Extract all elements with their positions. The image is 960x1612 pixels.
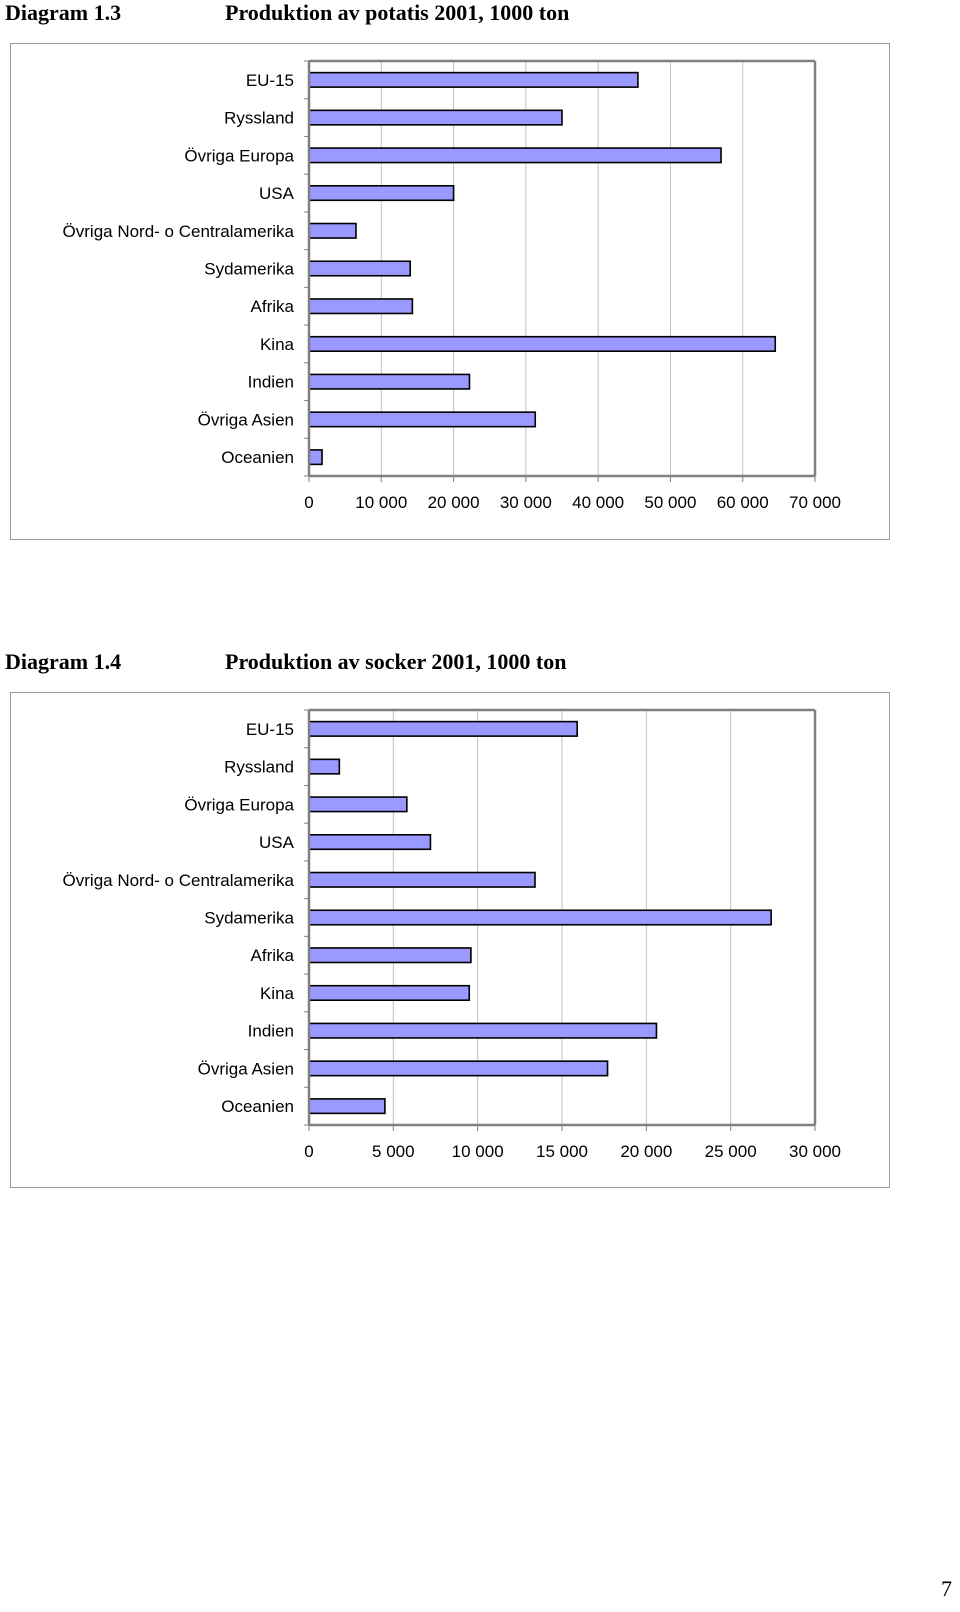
- category-label: Kina: [260, 335, 295, 354]
- bar: [308, 984, 471, 1002]
- category-label: Afrika: [251, 297, 295, 316]
- category-label: USA: [259, 184, 295, 203]
- x-tick-label: 0: [304, 1142, 313, 1161]
- bar: [308, 720, 578, 737]
- diagram-number: Diagram 1.4: [5, 649, 122, 674]
- bar: [308, 1022, 658, 1039]
- category-label: Övriga Nord- o Centralamerika: [63, 222, 295, 241]
- bar: [308, 335, 777, 353]
- chart-title: Produktion av socker 2001, 1000 ton: [225, 649, 567, 674]
- x-tick-label: 60 000: [717, 493, 769, 512]
- bar: [308, 222, 357, 239]
- bar: [308, 411, 537, 428]
- chart-frame-sugar: EU-15 Ryssland Övriga Europa USA Övriga Nord…: [10, 692, 890, 1188]
- bar: [308, 758, 341, 775]
- category-label: Oceanien: [221, 448, 294, 467]
- category-label: USA: [259, 833, 295, 852]
- x-tick-label: 40 000: [572, 493, 624, 512]
- bar: [308, 871, 536, 888]
- x-tick-label: 10 000: [452, 1142, 504, 1161]
- category-label: Afrika: [251, 946, 295, 965]
- x-tick-label: 15 000: [536, 1142, 588, 1161]
- bar: [308, 373, 471, 390]
- page-number: 7: [941, 1576, 952, 1601]
- bar: [308, 147, 722, 164]
- category-label: Ryssland: [224, 109, 294, 128]
- x-tick-label: 0: [304, 493, 313, 512]
- category-label: Övriga Asien: [198, 1059, 294, 1078]
- category-label: Sydamerika: [204, 260, 294, 279]
- chart-heading: Diagram 1.3 Produktion av potatis 2001, …: [5, 0, 705, 30]
- category-label: Oceanien: [221, 1097, 294, 1116]
- bar: [308, 833, 432, 851]
- chart-frame-potatoes: EU-15 Ryssland Övriga Europa USA Övriga Nord…: [10, 43, 890, 540]
- bar: [308, 947, 472, 964]
- sugar-bar-chart: EU-15 Ryssland Övriga Europa USA Övriga Nord…: [63, 708, 841, 1161]
- chart-heading: Diagram 1.4 Produktion av socker 2001, 1…: [5, 649, 705, 679]
- x-tick-label: 70 000: [789, 493, 841, 512]
- x-tick-label: 30 000: [500, 493, 552, 512]
- bar: [308, 71, 639, 88]
- category-label: Övriga Asien: [198, 410, 294, 429]
- bar: [308, 796, 408, 813]
- bar: [308, 109, 563, 126]
- diagram-number: Diagram 1.3: [5, 0, 122, 25]
- category-label: Kina: [260, 984, 295, 1003]
- bar: [308, 260, 411, 277]
- chart-title: Produktion av potatis 2001, 1000 ton: [225, 0, 570, 25]
- x-tick-label: 30 000: [789, 1142, 841, 1161]
- bar: [308, 909, 772, 926]
- bar: [308, 1098, 386, 1115]
- x-tick-label: 25 000: [705, 1142, 757, 1161]
- x-tick-label: 50 000: [644, 493, 696, 512]
- bar: [308, 449, 323, 466]
- potato-bar-chart: EU-15 Ryssland Övriga Europa USA Övriga Nord…: [63, 59, 841, 512]
- category-label: EU-15: [246, 71, 294, 90]
- category-label: Övriga Europa: [184, 795, 294, 814]
- category-label: Övriga Europa: [184, 146, 294, 165]
- bar: [308, 1060, 609, 1077]
- x-tick-label: 10 000: [355, 493, 407, 512]
- bar: [308, 184, 455, 202]
- category-label: Indien: [248, 373, 294, 392]
- category-label: Indien: [248, 1022, 294, 1041]
- category-label: Ryssland: [224, 758, 294, 777]
- category-label: Övriga Nord- o Centralamerika: [63, 871, 295, 890]
- bar: [308, 298, 414, 315]
- x-tick-label: 5 000: [372, 1142, 415, 1161]
- category-label: Sydamerika: [204, 909, 294, 928]
- x-tick-label: 20 000: [620, 1142, 672, 1161]
- category-label: EU-15: [246, 720, 294, 739]
- x-tick-label: 20 000: [428, 493, 480, 512]
